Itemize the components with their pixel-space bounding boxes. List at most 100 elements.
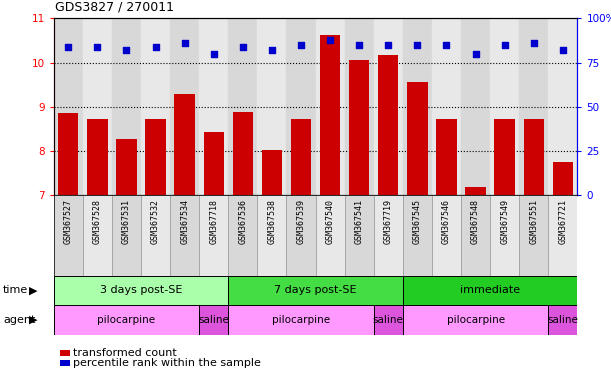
Text: GSM367548: GSM367548 [471, 199, 480, 244]
Bar [229, 276, 403, 305]
Bar [461, 18, 490, 195]
Bar [175, 94, 195, 195]
Text: 3 days post-SE: 3 days post-SE [100, 285, 182, 296]
Bar [407, 81, 428, 195]
Text: transformed count: transformed count [73, 348, 177, 358]
Bar [374, 18, 403, 195]
Point [500, 42, 510, 48]
Text: GSM367538: GSM367538 [268, 199, 276, 244]
Text: GSM367528: GSM367528 [93, 199, 102, 244]
Bar [141, 195, 170, 276]
Bar [291, 119, 311, 195]
Bar [548, 18, 577, 195]
Bar [345, 195, 374, 276]
Text: GSM367546: GSM367546 [442, 199, 451, 244]
Text: GSM367718: GSM367718 [209, 199, 218, 244]
Bar [199, 18, 229, 195]
Text: GSM367539: GSM367539 [296, 199, 306, 244]
Point [558, 47, 568, 53]
Bar [54, 195, 83, 276]
Point [325, 36, 335, 43]
Text: GSM367536: GSM367536 [238, 199, 247, 244]
Bar [287, 195, 315, 276]
Point [92, 44, 102, 50]
Text: ▶: ▶ [29, 285, 38, 296]
Text: GSM367551: GSM367551 [529, 199, 538, 244]
Point [238, 44, 247, 50]
Bar [203, 132, 224, 195]
Bar [553, 162, 573, 195]
Bar [403, 276, 577, 305]
Bar [83, 18, 112, 195]
Text: ▶: ▶ [29, 315, 38, 325]
Bar [432, 195, 461, 276]
Text: pilocarpine: pilocarpine [447, 315, 505, 325]
Text: GSM367531: GSM367531 [122, 199, 131, 244]
Bar [229, 195, 257, 276]
Bar [378, 55, 398, 195]
Point [412, 42, 422, 48]
Point [384, 42, 393, 48]
Bar [524, 119, 544, 195]
Bar [83, 195, 112, 276]
Point [122, 47, 131, 53]
Bar [112, 195, 141, 276]
Text: GSM367719: GSM367719 [384, 199, 393, 244]
Bar [432, 18, 461, 195]
Text: GSM367534: GSM367534 [180, 199, 189, 244]
Bar [112, 18, 141, 195]
Bar [229, 18, 257, 195]
Bar [262, 150, 282, 195]
Bar [315, 195, 345, 276]
Text: GSM367532: GSM367532 [151, 199, 160, 244]
Bar [87, 119, 108, 195]
Bar [548, 305, 577, 335]
Point [442, 42, 452, 48]
Text: percentile rank within the sample: percentile rank within the sample [73, 358, 260, 368]
Bar [54, 18, 83, 195]
Bar [257, 18, 287, 195]
Bar [461, 195, 490, 276]
Point [180, 40, 189, 46]
Bar [229, 305, 374, 335]
Bar [257, 195, 287, 276]
Point [470, 51, 480, 57]
Bar [490, 195, 519, 276]
Bar [145, 119, 166, 195]
Text: saline: saline [547, 315, 578, 325]
Text: time: time [3, 285, 28, 296]
Point [64, 44, 73, 50]
Text: GSM367540: GSM367540 [326, 199, 335, 244]
Bar [494, 119, 515, 195]
Text: GSM367527: GSM367527 [64, 199, 73, 244]
Bar [141, 18, 170, 195]
Bar [436, 119, 456, 195]
Point [267, 47, 277, 53]
Bar [519, 18, 548, 195]
Bar [170, 18, 199, 195]
Text: saline: saline [373, 315, 404, 325]
Bar [54, 305, 199, 335]
Point [354, 42, 364, 48]
Text: GSM367549: GSM367549 [500, 199, 509, 244]
Bar [116, 139, 137, 195]
Text: GSM367541: GSM367541 [355, 199, 364, 244]
Text: agent: agent [3, 315, 35, 325]
Text: immediate: immediate [460, 285, 520, 296]
Bar [374, 305, 403, 335]
Bar [320, 35, 340, 195]
Point [529, 40, 539, 46]
Text: GSM367721: GSM367721 [558, 199, 568, 244]
Bar [58, 113, 78, 195]
Bar [466, 187, 486, 195]
Text: pilocarpine: pilocarpine [97, 315, 156, 325]
Text: GSM367545: GSM367545 [413, 199, 422, 244]
Point [151, 44, 161, 50]
Bar [349, 60, 370, 195]
Bar [233, 112, 253, 195]
Text: 7 days post-SE: 7 days post-SE [274, 285, 357, 296]
Bar [403, 18, 432, 195]
Text: saline: saline [199, 315, 229, 325]
Point [296, 42, 306, 48]
Bar [519, 195, 548, 276]
